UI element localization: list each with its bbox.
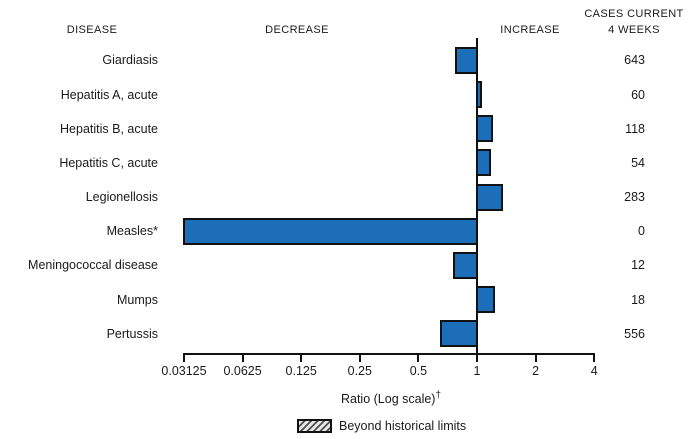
x-axis-tick xyxy=(534,354,537,362)
disease-label: Hepatitis C, acute xyxy=(59,155,158,170)
ratio-bar xyxy=(454,46,478,74)
ratio-bar xyxy=(452,251,478,279)
ratio-bar xyxy=(476,149,492,177)
column-header-increase: INCREASE xyxy=(500,24,560,36)
disease-label: Measles* xyxy=(106,224,158,239)
x-axis-tick xyxy=(476,354,478,362)
cases-count: 556 xyxy=(624,326,645,341)
cases-count: 643 xyxy=(624,53,645,68)
column-header-disease: DISEASE xyxy=(66,24,118,36)
dagger-footnote-mark: † xyxy=(435,389,442,401)
cases-count: 18 xyxy=(631,292,645,307)
cases-count: 118 xyxy=(625,121,645,136)
disease-label: Giardiasis xyxy=(102,53,158,68)
legend: Beyond historical limits xyxy=(297,419,466,433)
disease-label: Mumps xyxy=(117,292,158,307)
column-header-cases-line2: 4 WEEKS xyxy=(608,24,660,36)
ratio-bar xyxy=(439,320,478,348)
x-axis-tick-label: 0.125 xyxy=(285,364,317,378)
x-axis-tick-label: 0.5 xyxy=(409,364,428,378)
disease-label: Hepatitis A, acute xyxy=(60,87,158,102)
x-axis-tick-label: 1 xyxy=(473,364,481,378)
ratio-bar xyxy=(476,286,495,314)
cases-count: 12 xyxy=(631,258,645,273)
ratio-bar xyxy=(476,183,503,211)
disease-label: Meningococcal disease xyxy=(28,258,158,273)
column-header-cases: CASES CURRENT 4 WEEKS xyxy=(570,6,698,38)
x-axis-title-text: Ratio (Log scale) xyxy=(340,392,436,406)
column-header-decrease: DECREASE xyxy=(265,24,329,36)
hatched-swatch-icon xyxy=(297,419,332,433)
x-axis-tick-label: 2 xyxy=(532,364,540,378)
cases-count: 54 xyxy=(631,155,645,170)
x-axis-tick xyxy=(417,354,420,362)
column-header-cases-line1: CASES CURRENT xyxy=(584,8,684,20)
x-axis-tick-label: 0.0625 xyxy=(223,364,262,378)
ratio-bar xyxy=(183,217,478,245)
x-axis-tick-label: 0.25 xyxy=(347,364,372,378)
x-axis-tick xyxy=(300,354,303,362)
legend-label: Beyond historical limits xyxy=(339,419,467,433)
disease-label: Legionellosis xyxy=(85,190,158,205)
disease-label: Pertussis xyxy=(106,326,158,341)
cases-count: 283 xyxy=(624,190,645,205)
x-axis-line xyxy=(183,353,596,355)
x-axis-tick-label: 0.03125 xyxy=(161,364,207,378)
ratio-bar xyxy=(476,115,493,143)
disease-label: Hepatitis B, acute xyxy=(60,121,158,136)
x-axis-tick xyxy=(593,354,596,362)
cases-count: 60 xyxy=(631,87,645,102)
x-axis-tick xyxy=(358,354,361,362)
cases-count: 0 xyxy=(638,224,645,239)
x-axis-title: Ratio (Log scale)† xyxy=(291,389,491,406)
x-axis-tick xyxy=(241,354,244,362)
x-axis-tick-label: 4 xyxy=(590,364,598,378)
ratio-bar xyxy=(476,81,483,109)
x-axis-tick xyxy=(183,354,185,362)
